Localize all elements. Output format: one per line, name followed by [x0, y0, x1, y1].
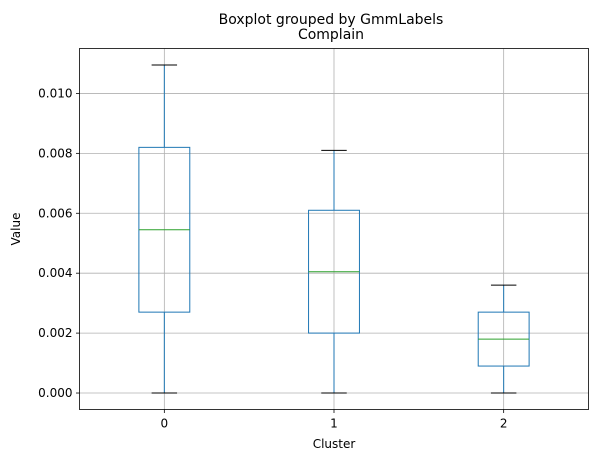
x-tick-label: 0: [161, 417, 169, 431]
y-tick-label: 0.006: [38, 206, 72, 220]
y-tick-label: 0.008: [38, 146, 72, 160]
x-tick-label: 2: [500, 417, 508, 431]
y-tick-label: 0.010: [38, 86, 72, 100]
y-axis-label: Value: [9, 213, 23, 246]
chart-title: Complain: [298, 27, 364, 43]
y-tick-label: 0.000: [38, 386, 72, 400]
y-tick-label: 0.002: [38, 326, 72, 340]
x-tick-label: 1: [330, 417, 338, 431]
x-axis-label: Cluster: [313, 437, 356, 451]
box-series: [138, 64, 530, 394]
axis-ticks: 0.000 0.002 0.004 0.006 0.008 0.010 0 1 2: [38, 86, 507, 430]
chart-suptitle: Boxplot grouped by GmmLabels: [219, 12, 444, 28]
y-tick-label: 0.004: [38, 266, 72, 280]
